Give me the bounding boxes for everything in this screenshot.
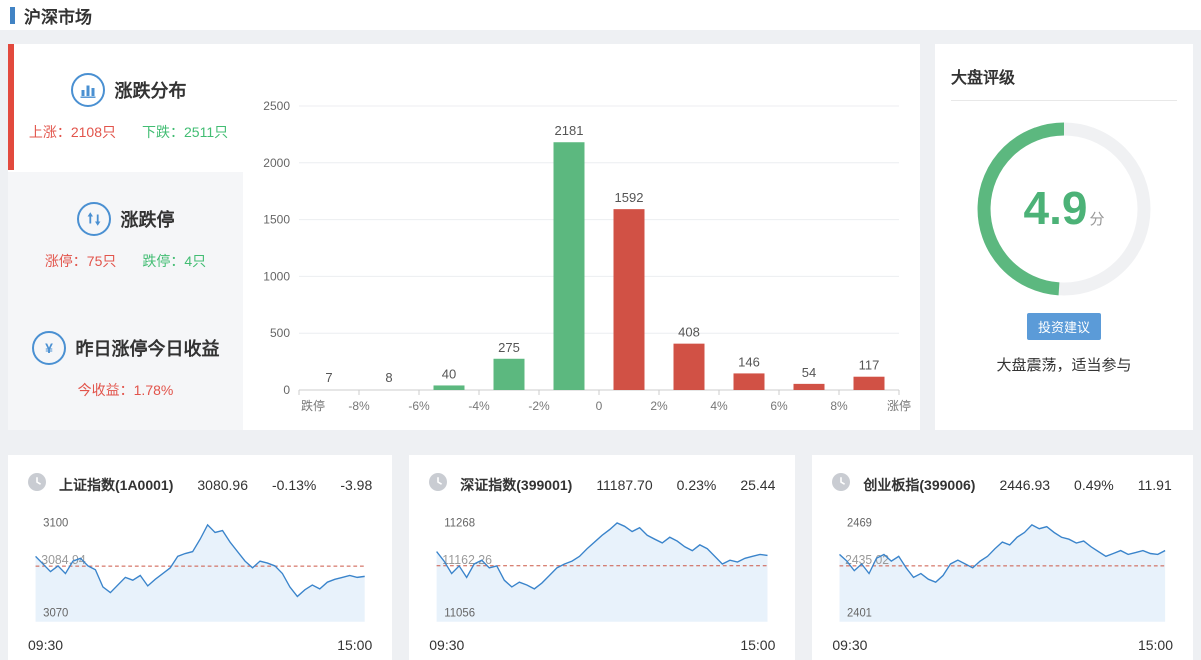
clock-icon: [429, 473, 448, 496]
svg-text:¥: ¥: [45, 340, 53, 356]
svg-text:-4%: -4%: [468, 399, 490, 413]
svg-text:-8%: -8%: [348, 399, 370, 413]
index-card-chinext[interactable]: 创业板指(399006) 2446.93 0.49% 11.91 2469 240…: [812, 455, 1193, 660]
svg-text:2000: 2000: [263, 156, 290, 170]
up-down-arrows-icon: [76, 202, 111, 236]
clock-icon: [832, 473, 851, 496]
limit-up-count: 涨停：75只: [44, 253, 117, 269]
limit-down-count: 跌停：4只: [142, 253, 207, 269]
svg-text:0: 0: [283, 383, 290, 397]
svg-text:11268: 11268: [444, 515, 475, 529]
svg-text:11162.26: 11162.26: [443, 551, 493, 566]
section-limit-updown[interactable]: 涨跌停 涨停：75只 跌停：4只: [8, 172, 243, 301]
rating-gauge: 4.9 分: [969, 114, 1159, 304]
svg-text:-2%: -2%: [528, 399, 550, 413]
index-price: 11187.70: [596, 476, 653, 493]
svg-text:2500: 2500: [263, 99, 290, 113]
time-end: 15:00: [337, 637, 373, 653]
time-start: 09:30: [429, 637, 465, 653]
index-trend-chart: 11268 11056 11162.26: [429, 508, 775, 636]
svg-text:275: 275: [498, 340, 520, 355]
fall-count: 下跌：2511只: [142, 123, 229, 140]
investment-advice-button[interactable]: 投资建议: [1026, 313, 1101, 340]
svg-text:8%: 8%: [830, 399, 848, 413]
section-title: 涨跌分布: [114, 80, 187, 101]
divider: [951, 100, 1177, 101]
clock-icon: [28, 473, 46, 496]
rise-count: 上涨：2108只: [28, 123, 117, 140]
index-card-shanghai[interactable]: 上证指数(1A0001) 3080.96 -0.13% -3.98 3100 30…: [8, 455, 393, 660]
index-name: 上证指数(1A0001): [59, 476, 174, 493]
svg-text:跌停: 跌停: [301, 398, 325, 413]
svg-text:117: 117: [859, 358, 880, 373]
svg-text:涨停: 涨停: [887, 398, 911, 413]
svg-text:500: 500: [270, 326, 290, 340]
index-trend-chart: 3100 3070 3084.94: [28, 508, 372, 636]
market-stats-column: 涨跌分布 上涨：2108只 下跌：2511只: [8, 44, 243, 430]
index-trend-chart: 2469 2401 2435.02: [832, 508, 1173, 636]
distribution-bar-chart: 0 500 1000 1500 2000 2500 跌停 -8% -6% -4% -2% 0 2% 4% 6…: [243, 44, 920, 430]
page-title: 沪深市场: [24, 7, 92, 27]
svg-text:2469: 2469: [847, 516, 872, 530]
page-header: 沪深市场: [0, 0, 1201, 30]
section-title: 涨跌停: [120, 210, 175, 230]
svg-text:6%: 6%: [770, 399, 788, 413]
index-card-shenzhen[interactable]: 深证指数(399001) 11187.70 0.23% 25.44 11268 1…: [409, 455, 796, 660]
svg-text:146: 146: [738, 354, 760, 369]
svg-text:1000: 1000: [263, 269, 290, 283]
index-price: 3080.96: [197, 476, 248, 493]
time-start: 09:30: [832, 637, 868, 653]
svg-text:11056: 11056: [444, 605, 475, 619]
index-change-pct: 0.49%: [1074, 476, 1114, 493]
svg-text:3084.94: 3084.94: [41, 552, 85, 568]
section-yesterday-limit-return[interactable]: ¥ 昨日涨停今日收益 今收益：1.78%: [8, 301, 243, 430]
index-name: 创业板指(399006): [863, 476, 976, 493]
svg-text:2435.02: 2435.02: [845, 552, 889, 567]
today-return: 今收益：1.78%: [77, 382, 174, 398]
svg-text:8: 8: [385, 370, 392, 385]
svg-text:2%: 2%: [650, 399, 668, 413]
index-price: 2446.93: [999, 476, 1051, 493]
svg-text:1592: 1592: [615, 190, 644, 205]
advice-text: 大盘震荡，适当参与: [996, 357, 1132, 374]
index-change: -3.98: [340, 476, 373, 493]
svg-text:2401: 2401: [847, 606, 872, 620]
index-change: 11.91: [1137, 476, 1172, 493]
time-start: 09:30: [28, 637, 64, 653]
market-distribution-card: 涨跌分布 上涨：2108只 下跌：2511只: [8, 44, 920, 430]
market-rating-card: 大盘评级 4.9 分 投资建议 大盘震荡，适当参与: [935, 44, 1193, 430]
svg-text:0: 0: [596, 399, 603, 413]
svg-text:40: 40: [442, 366, 456, 381]
index-change-pct: 0.23%: [676, 476, 717, 493]
svg-text:408: 408: [678, 325, 700, 340]
title-accent-bar: [10, 6, 15, 24]
svg-text:-6%: -6%: [408, 399, 430, 413]
svg-text:4.9分: 4.9 分: [1024, 182, 1105, 234]
svg-text:1500: 1500: [263, 213, 290, 227]
rating-title: 大盘评级: [951, 70, 1016, 87]
yuan-icon: ¥: [31, 331, 66, 365]
svg-text:7: 7: [325, 370, 332, 385]
svg-text:3100: 3100: [43, 516, 69, 529]
svg-text:3070: 3070: [43, 606, 69, 619]
index-change: 25.44: [740, 476, 776, 493]
svg-text:54: 54: [802, 365, 816, 380]
bar-chart-icon: [70, 72, 105, 107]
time-end: 15:00: [1137, 637, 1173, 653]
section-updown-distribution[interactable]: 涨跌分布 上涨：2108只 下跌：2511只: [8, 44, 243, 170]
section-title: 昨日涨停今日收益: [75, 339, 220, 359]
secondary-sections: 涨跌停 涨停：75只 跌停：4只 ¥ 昨日涨停今日收益: [8, 172, 243, 430]
time-end: 15:00: [740, 637, 776, 653]
index-name: 深证指数(399001): [460, 476, 573, 493]
index-change-pct: -0.13%: [271, 476, 317, 493]
svg-text:2181: 2181: [555, 123, 584, 138]
svg-text:4%: 4%: [710, 399, 728, 413]
